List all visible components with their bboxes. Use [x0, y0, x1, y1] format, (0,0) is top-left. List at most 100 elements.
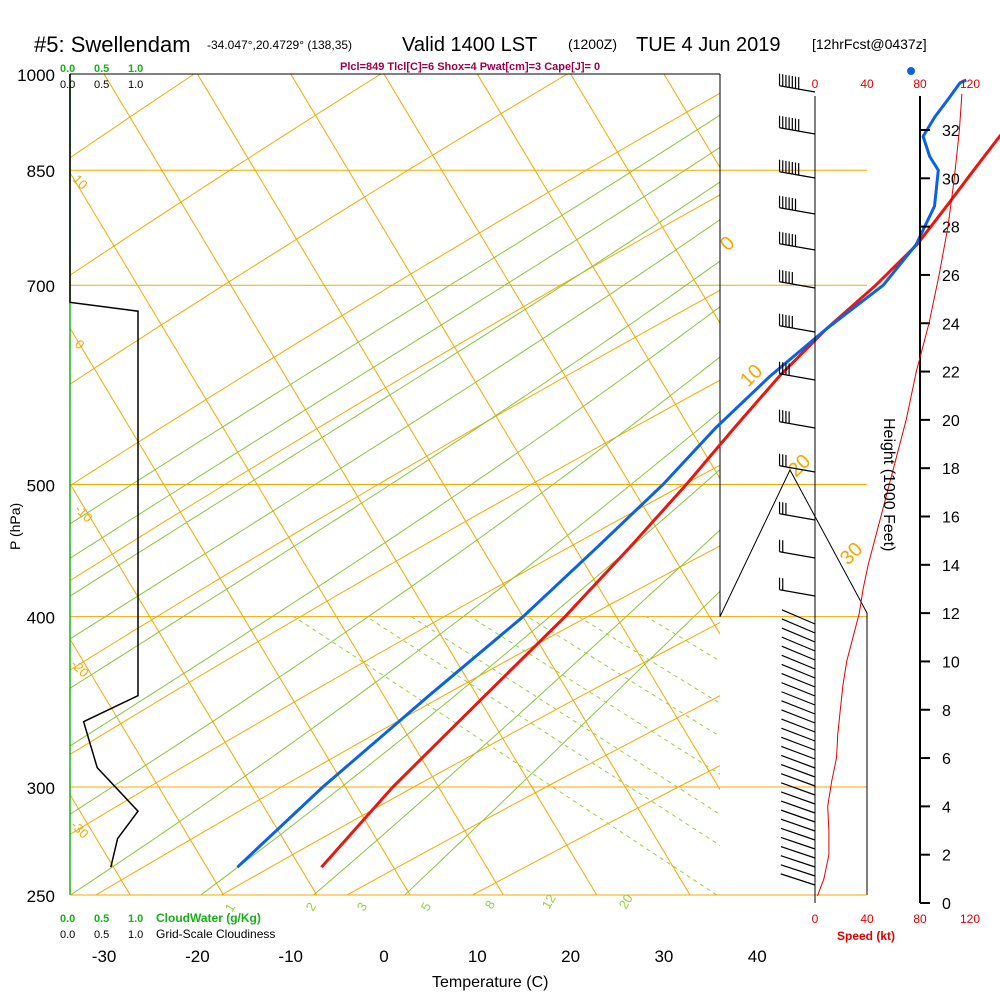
- wind-barb-staff: [780, 764, 816, 778]
- wind-barb-staff: [779, 85, 816, 93]
- cloud-scale-bottom-green-0: 0.0: [60, 913, 75, 925]
- mixing-ratio-label: 5: [418, 900, 435, 914]
- dry-adiabat-line: [70, 74, 381, 276]
- dry-adiabat-label: -30: [68, 818, 92, 842]
- height-tick-label: 12: [942, 606, 960, 623]
- height-speed-panel: 0246810121416182022242628303200404080801…: [812, 77, 981, 926]
- wind-barb-staff: [780, 800, 816, 814]
- height-tick-label: 32: [942, 123, 960, 140]
- wind-barb-staff: [779, 207, 816, 215]
- wind-barb-staff: [781, 682, 816, 697]
- mixing-ratio-label: 12: [539, 891, 559, 911]
- dry-adiabat-label: 10: [70, 172, 91, 193]
- speed-tick-top: 40: [860, 77, 874, 91]
- cloud-scale-bottom-black-1: 0.5: [94, 929, 109, 941]
- height-tick-label: 22: [942, 365, 960, 382]
- mixing-ratio-line: [527, 616, 720, 738]
- wind-barb-staff: [779, 513, 816, 521]
- forecast-date: TUE 4 Jun 2019: [636, 34, 781, 56]
- temperature-tick-label: 20: [561, 947, 580, 966]
- wind-barb-staff: [779, 551, 816, 559]
- stability-indices: Plcl=849 Tlcl[C]=6 Shox=4 Pwat[cm]=3 Cap…: [340, 61, 600, 73]
- cloud-scale-bottom-black-0: 0.0: [60, 929, 75, 941]
- wind-barb-staff: [781, 654, 816, 670]
- pressure-tick-label: 300: [27, 779, 55, 798]
- speed-tick-top: 80: [913, 77, 927, 91]
- speed-tick-top: 0: [812, 77, 819, 91]
- temperature-tick-label: 30: [654, 947, 673, 966]
- valid-time: Valid 1400 LST: [402, 34, 537, 56]
- isotherm-line: [70, 638, 224, 895]
- temperature-profile: [320, 133, 1000, 869]
- moist-adiabat-line: [404, 590, 720, 895]
- cloudiness-label: Grid-Scale Cloudiness: [156, 927, 275, 941]
- wind-barb-staff: [781, 709, 816, 724]
- dry-adiabat-line: [221, 622, 720, 895]
- temperature-tick-label: 40: [748, 947, 767, 966]
- wind-barb-staff: [781, 618, 816, 634]
- wind-barb-staff: [780, 864, 816, 877]
- pressure-tick-label: 850: [27, 162, 55, 181]
- mixing-ratio-line: [411, 616, 720, 815]
- height-tick-label: 0: [942, 896, 951, 913]
- height-axis-label: Height (1000 Feet): [880, 418, 897, 551]
- mixing-ratio-line: [470, 616, 720, 775]
- wind-barb-staff: [779, 325, 816, 333]
- wind-barb-staff: [781, 718, 816, 733]
- isotherm-label: 10: [736, 360, 767, 391]
- wind-speed-profile: [817, 93, 963, 896]
- cloud-scale-top-black-1: 0.5: [94, 79, 109, 91]
- dry-adiabat-line: [70, 289, 720, 671]
- cloud-scale-bottom-green-2: 1.0: [128, 913, 143, 925]
- wind-barb-staff: [781, 627, 816, 643]
- mixing-ratio-line: [578, 616, 720, 704]
- speed-tick-bottom: 40: [860, 912, 874, 926]
- wind-barbs: [778, 73, 816, 886]
- tropopause-boundary: [719, 468, 868, 895]
- dry-adiabat-line: [70, 194, 720, 582]
- station-coords: -34.047°,20.4729° (138,35): [207, 38, 352, 52]
- sounding-profiles: [69, 67, 1000, 869]
- cloud-scale-top-green-0: 0.0: [60, 63, 75, 75]
- cloud-scale-top-green-1: 0.5: [94, 63, 109, 75]
- moist-adiabat-line: [70, 114, 720, 525]
- wind-barb-staff: [780, 809, 816, 823]
- cloud-scale-top-black-2: 1.0: [128, 79, 143, 91]
- wind-barb-staff: [781, 736, 816, 751]
- pressure-tick-label: 700: [27, 277, 55, 296]
- height-tick-label: 18: [942, 461, 960, 478]
- cloud-scale-top-green-2: 1.0: [128, 63, 143, 75]
- height-tick-label: 30: [942, 171, 960, 188]
- dry-adiabat-line: [70, 379, 720, 756]
- dry-adiabat-line: [70, 74, 568, 385]
- wind-barb-staff: [780, 782, 816, 796]
- wind-barb-staff: [779, 171, 816, 179]
- dry-adiabat-label: -10: [72, 502, 96, 526]
- pressure-tick-label: 250: [27, 887, 55, 906]
- dry-adiabat-line: [70, 92, 720, 487]
- mixing-ratio-label: 3: [354, 900, 371, 914]
- wind-barb-staff: [781, 691, 816, 706]
- wind-barb-staff: [781, 645, 816, 661]
- wind-barb-staff: [780, 773, 816, 787]
- mixing-ratio-line: [366, 616, 720, 847]
- mixing-ratio-label: 8: [482, 898, 499, 912]
- cloud-scale-bottom-green-1: 0.5: [94, 913, 109, 925]
- dewpoint-profile: [236, 78, 967, 869]
- temperature-tick-label: 10: [468, 947, 487, 966]
- moist-adiabat-line: [70, 219, 720, 640]
- height-tick-label: 6: [942, 751, 951, 768]
- wind-barb-staff: [779, 421, 816, 429]
- isotherm-label: 20: [784, 450, 815, 481]
- wind-barb-staff: [780, 818, 816, 832]
- wind-barb-staff: [779, 589, 816, 597]
- station-title: #5: Swellendam: [34, 32, 191, 57]
- moist-adiabat-line: [70, 146, 720, 559]
- mixing-ratio-label: 2: [303, 900, 320, 914]
- surface-dewpoint-dot: [907, 67, 916, 75]
- y-axis-label: P (hPa): [7, 503, 23, 550]
- moist-adiabat-line: [70, 260, 720, 689]
- temperature-tick-label: 0: [379, 947, 388, 966]
- wind-barb-staff: [780, 873, 816, 886]
